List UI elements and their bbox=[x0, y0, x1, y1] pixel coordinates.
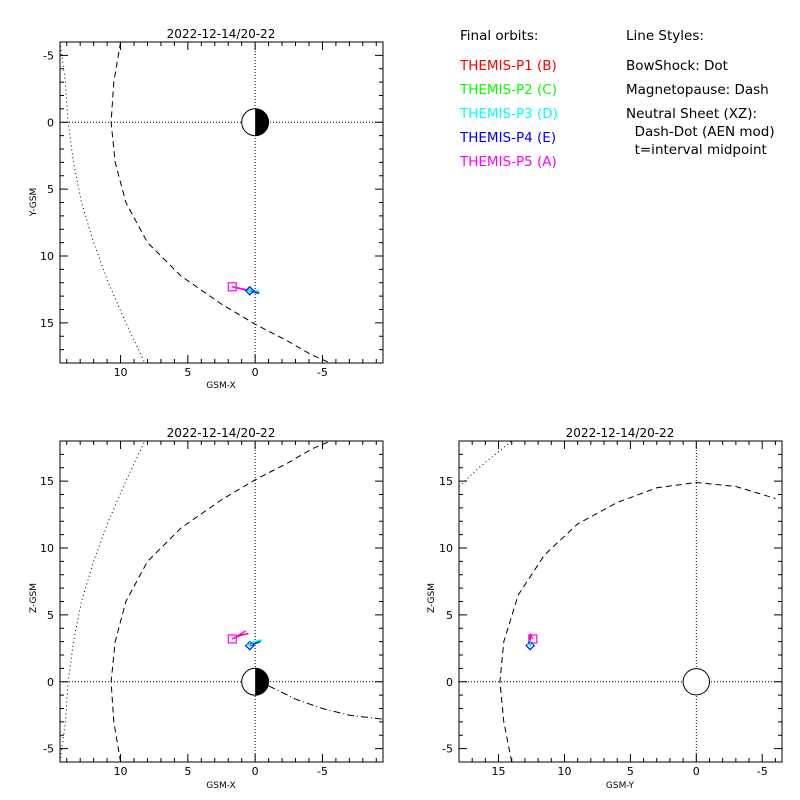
P3-plus-marker bbox=[246, 641, 253, 648]
y-axis-label: Z-GSM bbox=[29, 583, 39, 613]
y-axis-label: Y-GSM bbox=[29, 188, 39, 217]
x-axis-label: GSM-X bbox=[206, 381, 235, 391]
legend: Final orbits: THEMIS-P1 (B) THEMIS-P2 (C… bbox=[459, 28, 775, 170]
panel-title: 2022-12-14/20-22 bbox=[566, 426, 675, 440]
panel-title: 2022-12-14/20-22 bbox=[167, 426, 276, 440]
y-tick-label: 15 bbox=[40, 475, 54, 488]
y-tick-label: 0 bbox=[47, 116, 54, 129]
panel-xy: 2022-12-14/20-22 GSM-X Y-GSM 10 5 0 -5 -5 0 5 1… bbox=[29, 27, 384, 391]
magnetopause-line bbox=[499, 481, 776, 762]
earth-circle bbox=[682, 668, 710, 696]
legend-style-magnetopause: Magnetopause: Dash bbox=[626, 82, 769, 98]
P5-orbit-line bbox=[231, 630, 247, 640]
magnetopause-line bbox=[110, 42, 331, 363]
P3-plus-marker bbox=[527, 641, 534, 648]
legend-probe-p4: THEMIS-P4 (E) bbox=[459, 130, 556, 146]
legend-style-time-note: t=interval midpoint bbox=[626, 142, 767, 158]
y-tick-label: 5 bbox=[47, 183, 54, 196]
y-tick-label: 0 bbox=[47, 676, 54, 689]
P3-plus-marker bbox=[246, 287, 253, 294]
x-tick-label: 10 bbox=[114, 765, 128, 778]
plot-area bbox=[60, 441, 383, 762]
earth-night-side bbox=[255, 668, 269, 696]
y-tick-label: 15 bbox=[40, 317, 54, 330]
P5-square-marker bbox=[528, 634, 538, 644]
legend-style-bowshock: BowShock: Dot bbox=[626, 58, 728, 74]
y-tick-label: -5 bbox=[43, 49, 54, 62]
P5-square-marker bbox=[227, 282, 237, 292]
legend-probe-p5: THEMIS-P5 (A) bbox=[459, 154, 557, 170]
legend-probe-p3: THEMIS-P3 (D) bbox=[459, 106, 558, 122]
neutral-sheet-line bbox=[268, 685, 383, 720]
legend-style-neutral-sheet-detail: Dash-Dot (AEN mod) bbox=[626, 124, 775, 140]
y-tick-label: 10 bbox=[439, 542, 453, 555]
x-tick-label: -5 bbox=[317, 366, 328, 379]
y-tick-label: 10 bbox=[40, 542, 54, 555]
x-tick-label: 5 bbox=[627, 765, 634, 778]
x-tick-label: -5 bbox=[317, 765, 328, 778]
y-tick-label: 5 bbox=[446, 609, 453, 622]
x-tick-label: 0 bbox=[252, 366, 259, 379]
x-tick-label: 0 bbox=[693, 765, 700, 778]
x-tick-label: 10 bbox=[114, 366, 128, 379]
panel-xz: 2022-12-14/20-22 GSM-X Z-GSM 10 5 0 -5 -5 0 5 1… bbox=[29, 426, 384, 791]
x-tick-label: 0 bbox=[252, 765, 259, 778]
panel-title: 2022-12-14/20-22 bbox=[167, 27, 276, 41]
x-tick-label: 10 bbox=[557, 765, 571, 778]
x-tick-label: 15 bbox=[492, 765, 506, 778]
magnetopause-line bbox=[110, 441, 331, 762]
legend-probe-p1: THEMIS-P1 (B) bbox=[459, 58, 557, 74]
legend-style-neutral-sheet: Neutral Sheet (XZ): bbox=[626, 106, 757, 122]
x-axis-label: GSM-Y bbox=[606, 781, 635, 791]
plot-area bbox=[60, 42, 383, 363]
x-tick-label: 5 bbox=[184, 765, 191, 778]
x-tick-label: -5 bbox=[757, 765, 768, 778]
earth-night-side bbox=[255, 108, 269, 136]
y-tick-label: 10 bbox=[40, 250, 54, 263]
y-tick-label: -5 bbox=[43, 743, 54, 756]
legend-styles-heading: Line Styles: bbox=[626, 28, 704, 44]
y-tick-label: 5 bbox=[47, 609, 54, 622]
plot-area bbox=[459, 441, 782, 762]
y-tick-label: 15 bbox=[439, 475, 453, 488]
y-tick-label: -5 bbox=[442, 743, 453, 756]
P4-diamond-marker bbox=[244, 285, 255, 296]
P5-square-marker bbox=[227, 634, 237, 644]
x-tick-label: 5 bbox=[184, 366, 191, 379]
panel-yz: 2022-12-14/20-22 GSM-Y Z-GSM 15 10 5 0 -5 -5 0… bbox=[427, 426, 783, 791]
y-tick-label: 0 bbox=[446, 676, 453, 689]
y-axis-label: Z-GSM bbox=[427, 583, 437, 613]
x-axis-label: GSM-X bbox=[206, 781, 235, 791]
P4-orbit-line bbox=[249, 640, 261, 647]
legend-orbits-heading: Final orbits: bbox=[460, 28, 538, 44]
legend-probe-p2: THEMIS-P2 (C) bbox=[459, 82, 557, 98]
P5-orbit-line bbox=[232, 286, 246, 291]
